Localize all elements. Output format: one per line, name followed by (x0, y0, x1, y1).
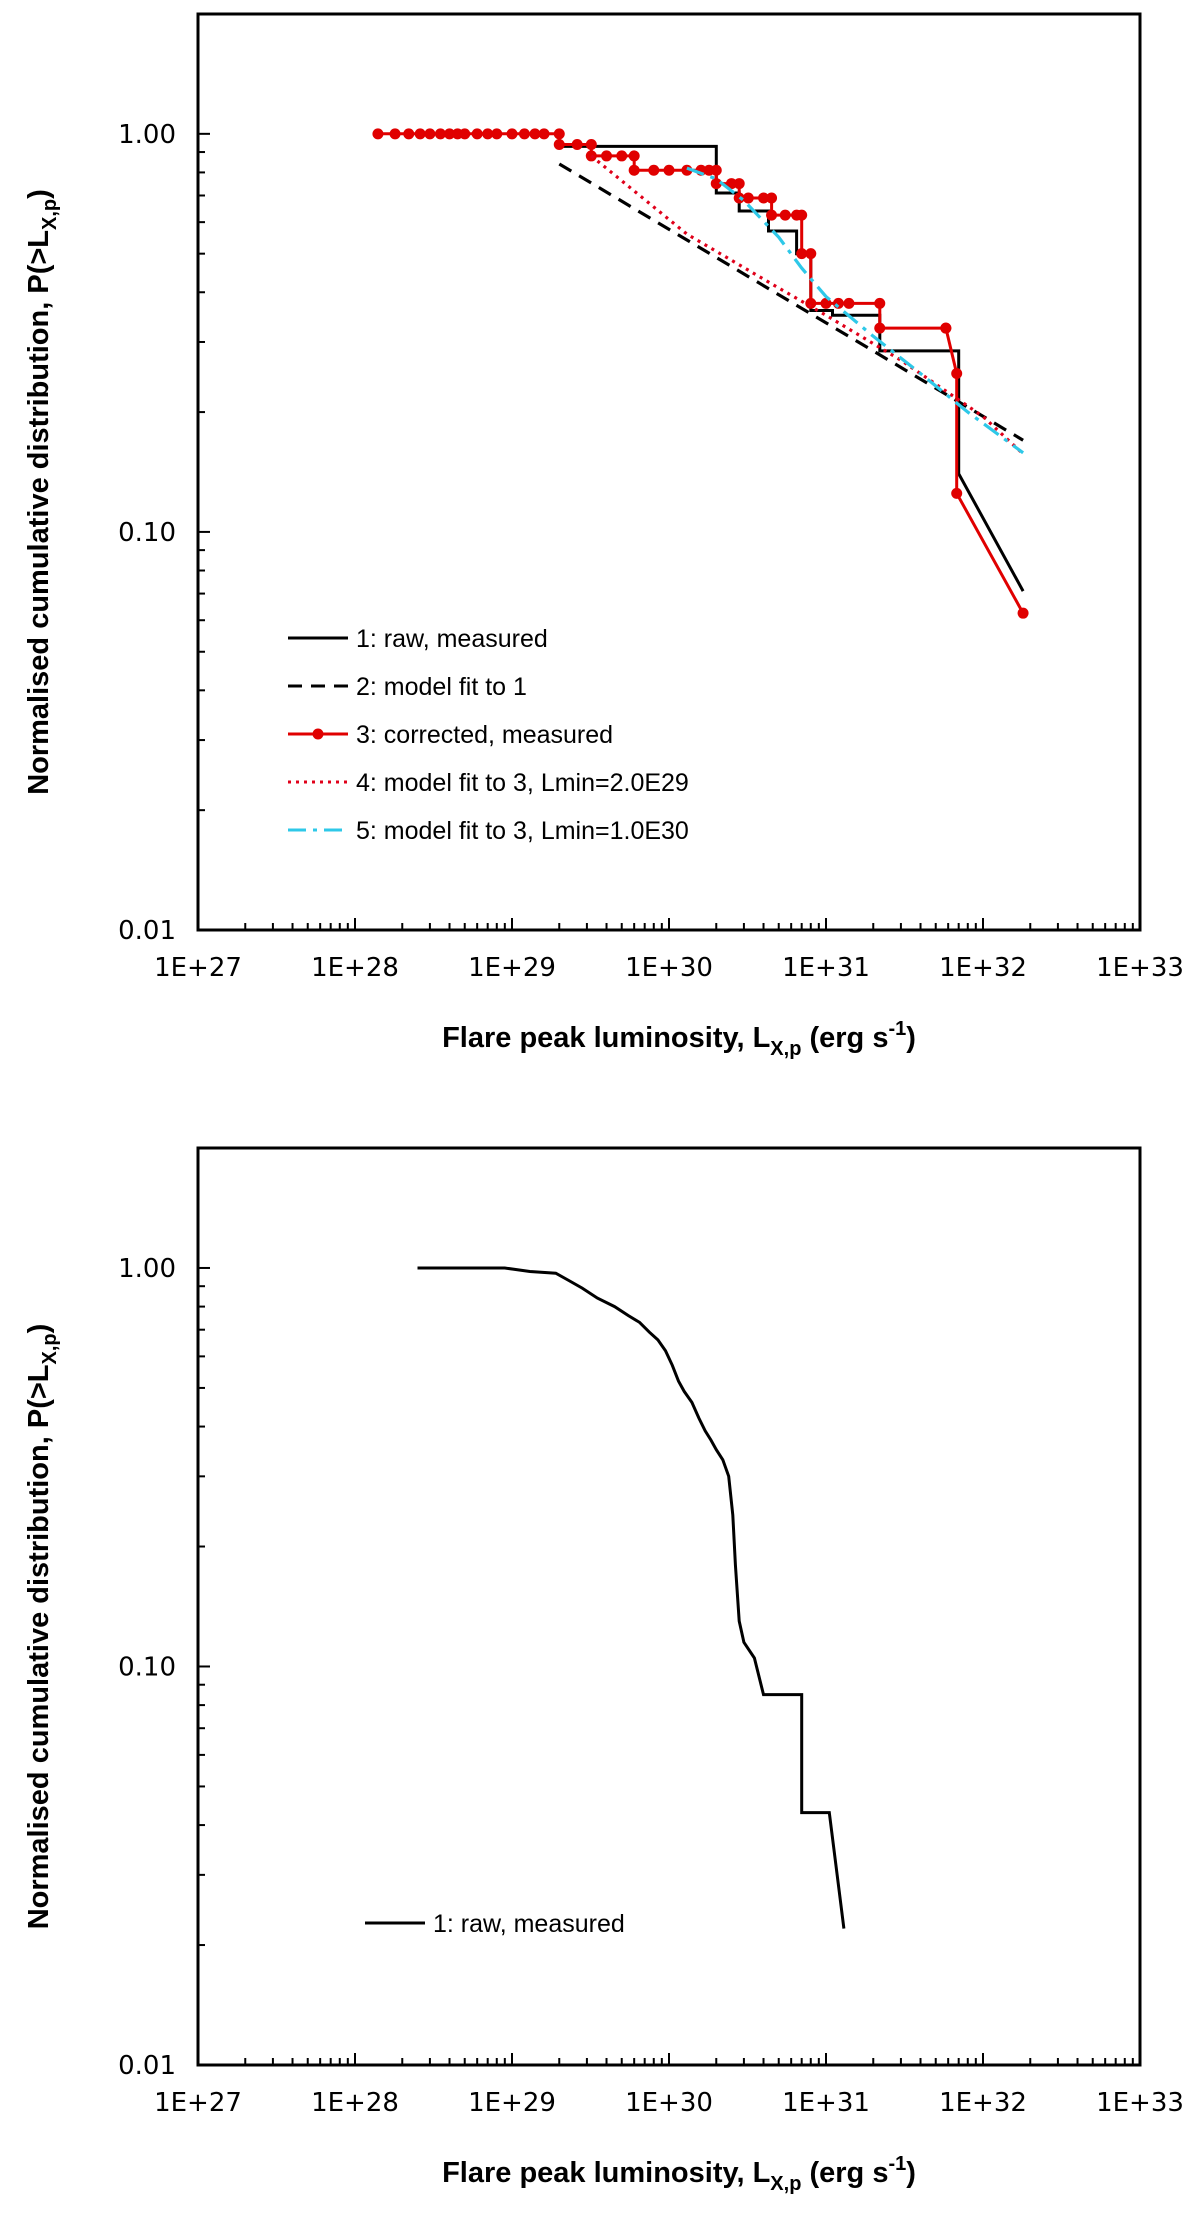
legend-label: 1: raw, measured (433, 1910, 625, 1938)
y-tick-label: 0.10 (118, 1652, 176, 1682)
series-point (601, 150, 613, 162)
series-point (491, 128, 503, 140)
y-tick-label: 1.00 (118, 1254, 176, 1284)
series-point (874, 322, 886, 334)
y-axis-label: Normalised cumulative distribution, P(>L… (23, 1324, 61, 1930)
x-tick-label: 1E+27 (154, 2088, 242, 2118)
series-point (710, 178, 722, 190)
series-point (843, 297, 855, 309)
y-tick-label: 0.10 (118, 518, 176, 548)
y-axis-label: Normalised cumulative distribution, P(>L… (23, 189, 61, 795)
series-point (529, 128, 541, 140)
series-line (417, 1266, 846, 1929)
y-tick-label: 0.01 (118, 2051, 176, 2081)
series-point (372, 128, 384, 140)
series-line (686, 166, 1025, 455)
legend: 1: raw, measured (365, 1910, 625, 1938)
y-tick-label: 0.01 (118, 916, 176, 946)
series-point (805, 248, 817, 260)
series-line (377, 132, 1025, 614)
series-point (553, 139, 565, 151)
series-point (766, 209, 778, 221)
series-point (434, 128, 446, 140)
series-point (758, 192, 770, 204)
series-point (424, 128, 436, 140)
series-point (471, 128, 483, 140)
x-tick-label: 1E+31 (782, 953, 870, 983)
series-point (403, 128, 415, 140)
plot-area-frame (196, 12, 1142, 932)
x-tick-label: 1E+29 (468, 953, 556, 983)
series-point (482, 128, 494, 140)
series-point (459, 128, 471, 140)
series-point (832, 297, 844, 309)
series-point (1017, 607, 1029, 619)
series-point (616, 150, 628, 162)
series-point (389, 128, 401, 140)
series-point (779, 209, 791, 221)
series-point (571, 139, 583, 151)
y-tick-labels: 0.01 0.10 1.00 (118, 120, 176, 946)
series-point (648, 164, 660, 176)
chart-panel-2: 1E+27 1E+28 1E+29 1E+30 1E+31 1E+32 1E+33 0.01… (23, 1146, 1184, 2195)
series-point (733, 178, 745, 190)
x-tick-label: 1E+30 (625, 2088, 713, 2118)
series-point (538, 128, 550, 140)
series-point (444, 128, 456, 140)
y-tick-label: 1.00 (118, 120, 176, 150)
x-tick-label: 1E+30 (625, 953, 713, 983)
x-tick-label: 1E+31 (782, 2088, 870, 2118)
series-point (766, 192, 778, 204)
legend-label: 5: model fit to 3, Lmin=1.0E30 (356, 817, 689, 845)
x-axis-label: Flare peak luminosity, LX,p (erg s-1) (442, 1018, 916, 1060)
x-tick-label: 1E+32 (939, 2088, 1027, 2118)
series-line (558, 162, 1024, 442)
series-point (742, 192, 754, 204)
legend-marker (312, 728, 324, 740)
x-tick-label: 1E+33 (1096, 2088, 1184, 2118)
series-layer (417, 1266, 846, 1929)
series-point (874, 297, 886, 309)
series-point (663, 164, 675, 176)
plot-area-frame (196, 1146, 1142, 2067)
series-point (805, 297, 817, 309)
series-point (506, 128, 518, 140)
x-tick-labels: 1E+27 1E+28 1E+29 1E+30 1E+31 1E+32 1E+33 (154, 953, 1184, 983)
series-point (710, 164, 722, 176)
series-point (951, 368, 963, 380)
series-point (951, 487, 963, 499)
chart-panel-1: 1E+27 1E+28 1E+29 1E+30 1E+31 1E+32 1E+33 0.01… (23, 12, 1184, 1060)
series-point (585, 139, 597, 151)
series-point (553, 128, 565, 140)
series-point (725, 178, 737, 190)
series-point (518, 128, 530, 140)
x-tick-labels: 1E+27 1E+28 1E+29 1E+30 1E+31 1E+32 1E+33 (154, 2088, 1184, 2118)
series-point (940, 322, 952, 334)
series-point (628, 164, 640, 176)
series-layer (372, 128, 1029, 619)
x-axis-label: Flare peak luminosity, LX,p (erg s-1) (442, 2153, 916, 2195)
legend-label: 2: model fit to 1 (356, 673, 527, 701)
y-tick-labels: 0.01 0.10 1.00 (118, 1254, 176, 2081)
series-line (559, 144, 1025, 592)
series-point (414, 128, 426, 140)
x-tick-label: 1E+28 (311, 953, 399, 983)
series-point (628, 150, 640, 162)
legend-label: 3: corrected, measured (356, 721, 613, 749)
x-tick-label: 1E+33 (1096, 953, 1184, 983)
legend-label: 1: raw, measured (356, 625, 548, 653)
x-tick-label: 1E+28 (311, 2088, 399, 2118)
minor-ticks (197, 1147, 1134, 2066)
legend-label: 4: model fit to 3, Lmin=2.0E29 (356, 769, 689, 797)
series-point (796, 209, 808, 221)
x-tick-label: 1E+27 (154, 953, 242, 983)
x-tick-label: 1E+29 (468, 2088, 556, 2118)
legend: 1: raw, measured 2: model fit to 1 3: corr… (288, 625, 689, 845)
x-tick-label: 1E+32 (939, 953, 1027, 983)
series-point (796, 248, 808, 260)
